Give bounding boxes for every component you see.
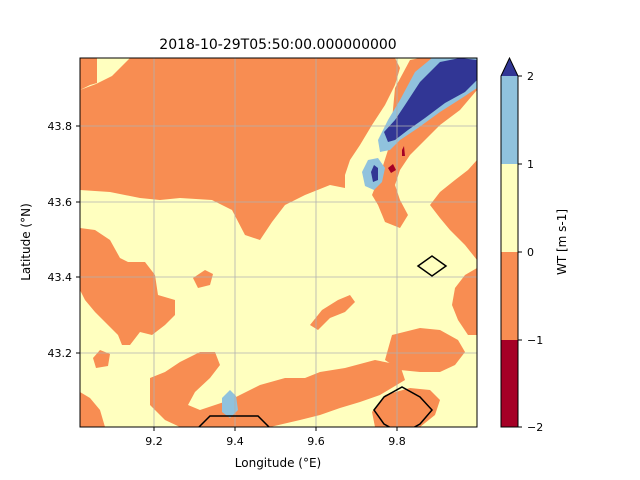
colorbar-outline — [500, 56, 519, 428]
hexagon-marker-southeast — [373, 386, 434, 427]
contour-level-neg1-0-southeast — [452, 268, 477, 335]
colorbar-tick-label: 1 — [527, 158, 534, 171]
contour-level-neg1-0-west — [80, 228, 175, 345]
contour-fill-layer — [80, 58, 477, 427]
contour-level-gt2-ne — [384, 58, 477, 142]
colorbar-tick-label: −2 — [527, 421, 543, 434]
contour-level-lt-neg1-b — [402, 146, 405, 156]
colorbar-tick-label: 2 — [527, 70, 534, 83]
hexagon-marker-east — [416, 255, 448, 277]
y-tick-label: 43.2 — [48, 347, 73, 360]
y-axis — [76, 125, 80, 354]
x-tick-label: 9.6 — [307, 435, 325, 448]
colorbar-segment-neg1-0 — [501, 252, 518, 340]
contour-level-neg1-0-east-lobe — [430, 160, 477, 260]
colorbar — [500, 56, 522, 428]
contour-level-1-2-south — [222, 390, 238, 418]
contour-level-neg1-0-blob-c — [310, 295, 355, 330]
colorbar-tick-label: 0 — [527, 246, 534, 259]
contour-level-neg1-0-south — [150, 352, 405, 427]
contour-level-neg1-0-blob-a — [193, 270, 213, 288]
x-tick-label: 9.4 — [226, 435, 244, 448]
colorbar-segment-0-1 — [501, 164, 518, 252]
colorbar-extend-arrow — [501, 58, 518, 76]
x-tick-label: 9.8 — [388, 435, 406, 448]
colorbar-label: WT [m s-1] — [555, 209, 569, 275]
contour-level-gt2-island — [371, 165, 378, 182]
x-axis — [153, 427, 398, 431]
y-tick-label: 43.6 — [48, 196, 73, 209]
colorbar-segment-1-2 — [501, 76, 518, 164]
y-axis-label: Latitude (°N) — [19, 203, 33, 281]
x-axis-label: Longitude (°E) — [235, 456, 321, 470]
contour-level-neg1-0-wedge — [385, 328, 465, 372]
contour-level-neg1-0-north — [80, 58, 400, 240]
chart-title: 2018-10-29T05:50:00.000000000 — [159, 37, 396, 53]
x-tick-label: 9.2 — [145, 435, 163, 448]
y-tick-label: 43.8 — [48, 120, 73, 133]
contour-level-neg1-0-south-b — [372, 388, 440, 427]
contour-level-neg1-0-southwest — [80, 392, 105, 427]
grid-lines — [80, 58, 477, 427]
y-tick-label: 43.4 — [48, 271, 73, 284]
contour-level-neg1-0-blob-b — [93, 350, 110, 368]
contour-level-lt-neg1 — [388, 164, 396, 173]
colorbar-tick-label: −1 — [527, 334, 543, 347]
colorbar-segment-lt-neg1 — [501, 340, 518, 427]
hexagon-marker-south — [197, 415, 271, 427]
plot-frame — [79, 57, 478, 428]
